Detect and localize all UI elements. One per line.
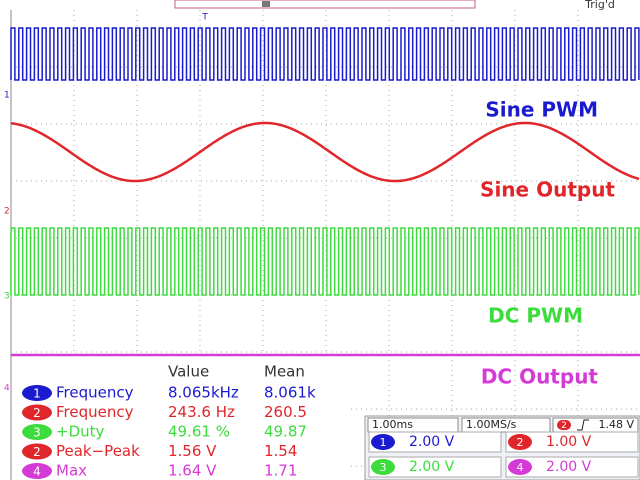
measure-value: 1.64 V — [168, 462, 217, 480]
channel-number: 2 — [517, 436, 524, 449]
channel-marker: 3 — [4, 292, 10, 302]
channel-box — [368, 431, 502, 453]
measure-mean: 49.87 — [264, 423, 307, 441]
measure-name: Frequency — [56, 384, 134, 402]
measure-name: Peak−Peak — [56, 442, 140, 460]
trace-label: Sine Output — [480, 178, 615, 202]
channel-settings: 1 2.00 V 2 1.00 V 3 2.00 V 4 2.00 V — [368, 431, 639, 478]
channel-badge — [371, 459, 395, 475]
trace-label: DC Output — [481, 365, 599, 389]
channel-scale: 2.00 V — [409, 459, 455, 475]
channel-number: 4 — [33, 465, 41, 479]
channel-scale: 1.00 V — [546, 434, 592, 450]
channel-scale: 2.00 V — [546, 459, 592, 475]
record-bar — [174, 0, 476, 9]
measure-mean: 1.71 — [264, 462, 297, 480]
timebase: 1.00ms — [372, 418, 413, 431]
sine-trace — [10, 121, 640, 183]
measure-name: Max — [56, 462, 87, 480]
sample-rate: 1.00MS/s — [466, 418, 517, 431]
channel-number: 2 — [33, 406, 41, 420]
trigger-status: Trig'd — [584, 0, 615, 11]
channel-badge — [371, 434, 395, 450]
measure-value: 49.61 % — [168, 423, 230, 441]
trace-label: DC PWM — [488, 304, 583, 328]
channel-box — [505, 431, 639, 453]
channel-marker: 1 — [4, 91, 10, 101]
measure-name: Frequency — [56, 403, 134, 421]
pwm-trace — [10, 27, 640, 81]
channel-badge — [508, 459, 532, 475]
channel-number: 3 — [33, 426, 41, 440]
pwm-trace — [10, 227, 640, 296]
trigger-badge — [557, 420, 571, 430]
trace-label: Sine PWM — [485, 98, 598, 122]
measure-mean: 1.54 — [264, 442, 297, 460]
channel-badge — [22, 443, 52, 460]
channel-badge — [22, 424, 52, 440]
channel-number: 1 — [380, 436, 387, 449]
waveforms — [10, 27, 640, 357]
channel-badge — [22, 385, 52, 401]
measurement-panel — [14, 357, 350, 480]
column-header: Mean — [264, 363, 305, 381]
channel-number: 4 — [517, 461, 524, 474]
channel-number: 1 — [33, 387, 41, 401]
channel-badge — [22, 404, 52, 421]
channel-number: 2 — [33, 445, 41, 459]
channel-box — [505, 456, 639, 478]
channel-marker: 4 — [4, 384, 10, 394]
measurement-rows: 1 Frequency 8.065kHz 8.061k 2 Frequency 243.6 … — [22, 384, 316, 480]
channel-box — [368, 456, 502, 478]
column-header: Value — [168, 363, 209, 381]
measure-value: 243.6 Hz — [168, 403, 235, 421]
measure-name: +Duty — [56, 423, 105, 441]
measure-value: 1.56 V — [168, 442, 217, 460]
measure-value: 8.065kHz — [168, 384, 239, 402]
channel-number: 3 — [380, 461, 387, 474]
trigger-marker: T — [201, 13, 208, 23]
channel-scale: 2.00 V — [409, 434, 455, 450]
trigger-level: 1.48 V — [598, 418, 634, 431]
measure-mean: 8.061k — [264, 384, 316, 402]
trigger-edge-icon — [577, 419, 589, 431]
channel-badge — [508, 434, 532, 450]
trigger-channel: 2 — [561, 421, 567, 431]
record-window — [262, 1, 270, 7]
channel-badge — [22, 463, 52, 479]
channel-marker: 2 — [4, 207, 10, 217]
measure-mean: 260.5 — [264, 403, 307, 421]
